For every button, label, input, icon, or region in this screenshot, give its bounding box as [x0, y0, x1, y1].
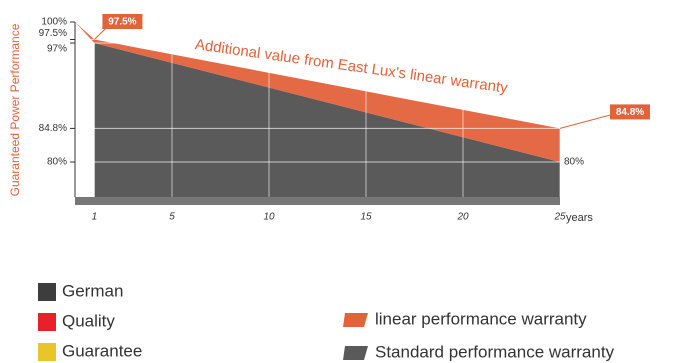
x-tick-label: 10	[263, 212, 275, 223]
badge-text: Guarantee	[62, 341, 142, 360]
x-tick-label: 15	[360, 212, 372, 223]
y-tick-label: 84.8%	[39, 123, 67, 134]
badge-text: German	[62, 281, 123, 300]
badge-text: Quality	[62, 311, 115, 330]
x-tick-label: 25	[553, 212, 566, 223]
x-axis-label: years	[566, 212, 593, 224]
y-tick-label: 80%	[47, 157, 67, 168]
data-label: 80%	[564, 157, 584, 168]
badge-swatch	[38, 283, 56, 301]
y-tick-label: 97%	[47, 44, 67, 55]
data-label: 97.5%	[108, 17, 136, 28]
area	[94, 43, 561, 197]
badge-swatch	[38, 343, 56, 361]
legend-label: Standard performance warranty	[375, 342, 615, 361]
x-tick-label: 5	[169, 212, 175, 223]
x-tick-label: 20	[456, 212, 469, 223]
badge-swatch	[38, 313, 56, 331]
x-tick-label: 1	[92, 212, 98, 223]
legend-swatch	[343, 346, 368, 360]
callout-box	[610, 104, 650, 120]
y-tick-label: 100%	[41, 17, 67, 28]
callout-box	[102, 14, 143, 29]
data-label: 84.8%	[616, 107, 644, 118]
legend-label: linear performance warranty	[375, 309, 587, 328]
y-tick-label: 97.5%	[39, 28, 67, 39]
legend-swatch	[343, 313, 368, 327]
floor	[75, 197, 560, 205]
area	[75, 22, 560, 162]
y-axis-label: Guaranteed Power Performance	[8, 23, 22, 196]
